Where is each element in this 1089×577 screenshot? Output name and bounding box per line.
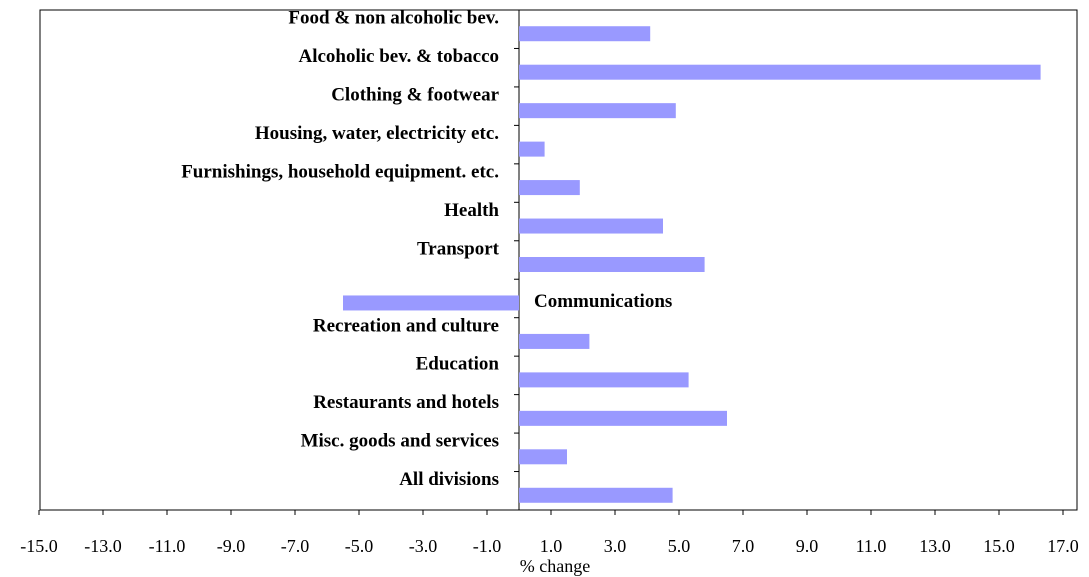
category-label: Misc. goods and services xyxy=(301,431,499,452)
plot-frame xyxy=(39,9,1078,511)
x-tick-label: 11.0 xyxy=(856,536,887,556)
bar xyxy=(519,257,705,272)
x-tick-label: 7.0 xyxy=(732,536,755,556)
bar xyxy=(519,487,673,503)
category-label: Education xyxy=(416,354,500,375)
x-tick-label: 3.0 xyxy=(604,536,627,556)
x-tick-label: -5.0 xyxy=(345,536,374,556)
category-label: Furnishings, household equipment. etc. xyxy=(181,161,499,182)
category-label: Alcoholic bev. & tobacco xyxy=(298,46,499,67)
category-label: Housing, water, electricity etc. xyxy=(255,123,499,144)
bar xyxy=(519,26,651,42)
bar xyxy=(519,180,580,196)
category-label: Health xyxy=(444,200,499,221)
x-tick-label: 17.0 xyxy=(1047,536,1079,556)
x-tick-label: 5.0 xyxy=(668,536,691,556)
x-tick-label: -1.0 xyxy=(473,536,502,556)
x-tick-label: 9.0 xyxy=(796,536,819,556)
x-axis-label: % change xyxy=(520,556,590,576)
bar xyxy=(519,449,567,465)
category-label: Recreation and culture xyxy=(313,315,499,336)
bar xyxy=(519,64,1041,80)
x-tick-label: -3.0 xyxy=(409,536,438,556)
x-tick-label: 15.0 xyxy=(983,536,1015,556)
bar xyxy=(343,295,519,311)
bar xyxy=(519,410,727,426)
x-tick-label: -7.0 xyxy=(281,536,310,556)
category-label: Communications xyxy=(534,291,672,312)
bar xyxy=(519,218,663,234)
x-tick-label: 1.0 xyxy=(540,536,563,556)
category-label: Food & non alcoholic bev. xyxy=(288,8,499,29)
x-tick-label: -13.0 xyxy=(84,536,122,556)
x-tick-label: -15.0 xyxy=(20,536,58,556)
category-label: Transport xyxy=(417,238,500,259)
bar xyxy=(519,141,545,157)
bar xyxy=(519,333,590,349)
category-label: Restaurants and hotels xyxy=(313,392,499,413)
x-tick-label: 13.0 xyxy=(919,536,951,556)
bar xyxy=(519,103,676,119)
category-label: All divisions xyxy=(399,469,499,490)
bar xyxy=(519,372,689,388)
category-label: Clothing & footwear xyxy=(331,85,499,106)
x-tick-label: -11.0 xyxy=(149,536,186,556)
x-tick-label: -9.0 xyxy=(217,536,246,556)
